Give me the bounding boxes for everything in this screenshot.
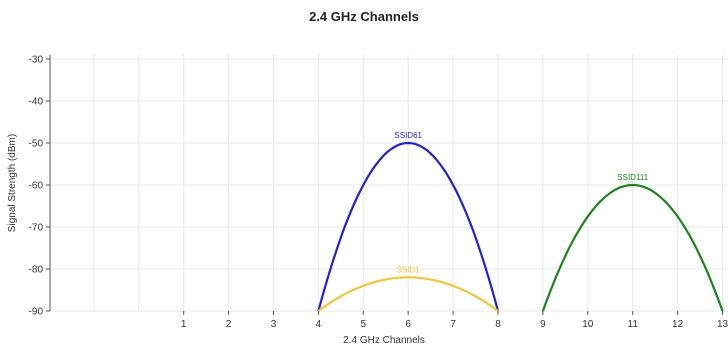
chart-title: 2.4 GHz Channels — [309, 9, 419, 24]
x-tick-label: 5 — [361, 319, 367, 330]
y-tick-label: -80 — [29, 265, 44, 276]
grid — [50, 55, 728, 312]
y-tick-label: -70 — [29, 223, 44, 234]
y-tick-label: -50 — [29, 139, 44, 150]
series-curve-ssid111 — [541, 183, 724, 312]
ticks: -30-40-50-60-70-80-901234567891011121314 — [29, 55, 728, 331]
series-curve-ssid1 — [317, 276, 499, 312]
series-label-ssid111: SSID111 — [617, 173, 648, 182]
x-tick-label: 7 — [450, 319, 456, 330]
series-label-ssid61: SSID61 — [394, 131, 422, 140]
x-tick-label: 4 — [316, 319, 322, 330]
y-axis-label: Signal Strength (dBm) — [7, 134, 18, 232]
x-tick-label: 1 — [181, 319, 187, 330]
y-tick-label: -90 — [29, 307, 44, 318]
series-curve-ssid61 — [317, 141, 500, 312]
x-tick-label: 2 — [226, 319, 232, 330]
x-tick-label: 11 — [628, 319, 639, 330]
x-tick-label: 8 — [495, 319, 501, 330]
x-tick-label: 13 — [717, 319, 728, 330]
y-tick-label: -60 — [29, 181, 44, 192]
y-tick-label: -40 — [29, 97, 44, 108]
x-tick-label: 3 — [271, 319, 277, 330]
x-tick-label: 12 — [672, 319, 684, 330]
y-tick-label: -30 — [29, 55, 44, 66]
x-tick-label: 9 — [540, 319, 546, 330]
x-axis-label: 2.4 GHz Channels — [343, 335, 425, 346]
series-label-ssid1: SSID1 — [397, 265, 421, 274]
x-tick-label: 6 — [405, 319, 411, 330]
series: SSID61 SSID1 SSID111 — [317, 131, 724, 312]
x-tick-label: 10 — [582, 319, 594, 330]
